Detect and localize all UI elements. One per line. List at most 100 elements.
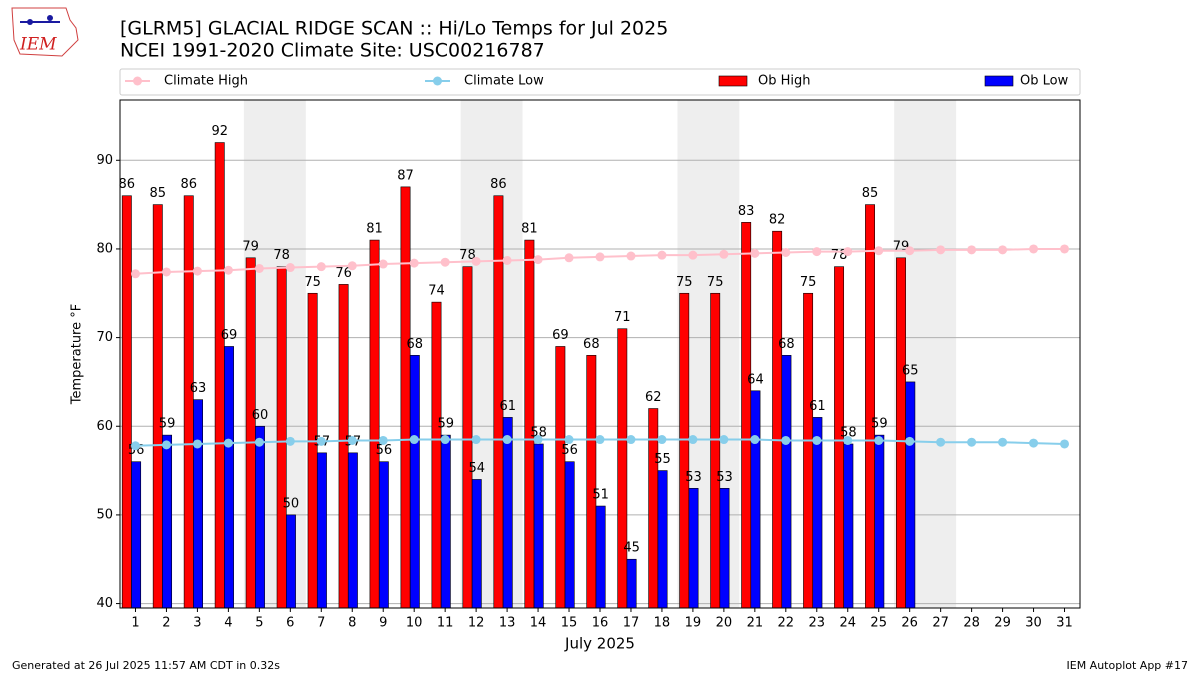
marker: [316, 262, 326, 272]
marker: [1029, 244, 1039, 254]
y-tick-label: 50: [96, 507, 113, 522]
value-label: 85: [862, 186, 879, 201]
bar: [471, 479, 482, 609]
y-tick-label: 90: [96, 153, 113, 168]
marker: [533, 255, 543, 265]
y-tick-label: 80: [96, 241, 113, 256]
marker: [316, 436, 326, 446]
value-label: 55: [654, 452, 671, 467]
bar: [255, 425, 265, 609]
legend-label: Climate Low: [464, 74, 544, 89]
bar: [224, 346, 234, 609]
marker: [347, 261, 357, 271]
marker: [781, 247, 791, 257]
value-label: 79: [242, 239, 259, 254]
y-tick-label: 40: [96, 596, 113, 611]
bar: [564, 461, 575, 609]
x-tick-label: 15: [561, 616, 578, 631]
value-label: 71: [614, 310, 631, 325]
value-label: 68: [778, 337, 795, 352]
marker: [719, 249, 729, 259]
marker: [843, 247, 853, 257]
value-label: 58: [530, 425, 547, 440]
bar: [719, 488, 730, 609]
value-label: 56: [561, 443, 578, 458]
x-tick-label: 7: [317, 616, 325, 631]
plot-frame: [119, 99, 1081, 609]
marker: [285, 263, 295, 273]
legend-swatch: [984, 75, 1014, 87]
legend-item: Climate Low: [425, 74, 544, 89]
value-label: 45: [623, 541, 640, 556]
marker: [378, 435, 388, 445]
logo-text: IEM: [19, 35, 57, 55]
bar: [214, 142, 225, 609]
marker: [626, 251, 636, 261]
x-tick-label: 13: [499, 616, 516, 631]
x-tick-label: 29: [994, 616, 1011, 631]
bar: [502, 417, 513, 609]
marker: [874, 246, 884, 256]
marker: [254, 437, 264, 447]
value-label: 61: [499, 399, 516, 414]
marker: [192, 439, 202, 449]
bar: [803, 292, 814, 609]
bar: [555, 346, 566, 609]
value-label: 81: [366, 222, 383, 237]
x-tick-label: 25: [870, 616, 887, 631]
marker: [409, 435, 419, 445]
x-tick-label: 26: [901, 616, 918, 631]
value-label: 56: [376, 443, 393, 458]
value-label: 65: [902, 363, 919, 378]
marker: [750, 248, 760, 258]
bar: [347, 452, 358, 609]
marker: [192, 266, 202, 276]
x-tick-label: 5: [255, 616, 263, 631]
x-tick-label: 19: [685, 616, 702, 631]
x-tick-label: 22: [778, 616, 795, 631]
marker: [564, 253, 574, 263]
marker: [998, 437, 1008, 447]
value-label: 86: [119, 177, 136, 192]
footer-left: Generated at 26 Jul 2025 11:57 AM CDT in…: [12, 659, 280, 672]
marker: [440, 257, 450, 267]
marker: [130, 441, 140, 451]
x-tick-label: 20: [716, 616, 733, 631]
marker: [378, 259, 388, 269]
x-axis-label: July 2025: [564, 635, 635, 653]
marker: [502, 435, 512, 445]
y-tick-label: 60: [96, 419, 113, 434]
bar: [679, 292, 690, 609]
bar: [183, 195, 194, 609]
marker: [843, 435, 853, 445]
legend-label: Ob High: [758, 74, 811, 89]
marker: [812, 435, 822, 445]
x-tick-label: 28: [963, 616, 980, 631]
bar: [462, 266, 473, 609]
x-tick-label: 23: [809, 616, 826, 631]
value-label: 76: [335, 266, 352, 281]
marker: [1029, 438, 1039, 448]
legend-item: Ob High: [718, 74, 811, 89]
x-tick-label: 11: [437, 616, 454, 631]
value-label: 75: [304, 275, 321, 290]
bar: [316, 452, 327, 609]
marker: [595, 435, 605, 445]
value-label: 74: [428, 284, 445, 299]
bar: [152, 204, 163, 609]
chart-subtitle: NCEI 1991-2020 Climate Site: USC00216787: [120, 40, 545, 62]
bar: [245, 257, 256, 609]
bar: [688, 488, 699, 609]
bar: [750, 390, 761, 609]
bar: [874, 434, 885, 609]
marker: [285, 436, 295, 446]
value-label: 86: [180, 177, 197, 192]
marker: [657, 250, 667, 260]
marker: [750, 435, 760, 445]
bar: [440, 434, 451, 609]
marker: [905, 246, 915, 256]
bar: [896, 257, 906, 609]
marker: [905, 436, 915, 446]
y-axis-label: Temperature °F: [70, 304, 85, 405]
marker: [564, 435, 574, 445]
